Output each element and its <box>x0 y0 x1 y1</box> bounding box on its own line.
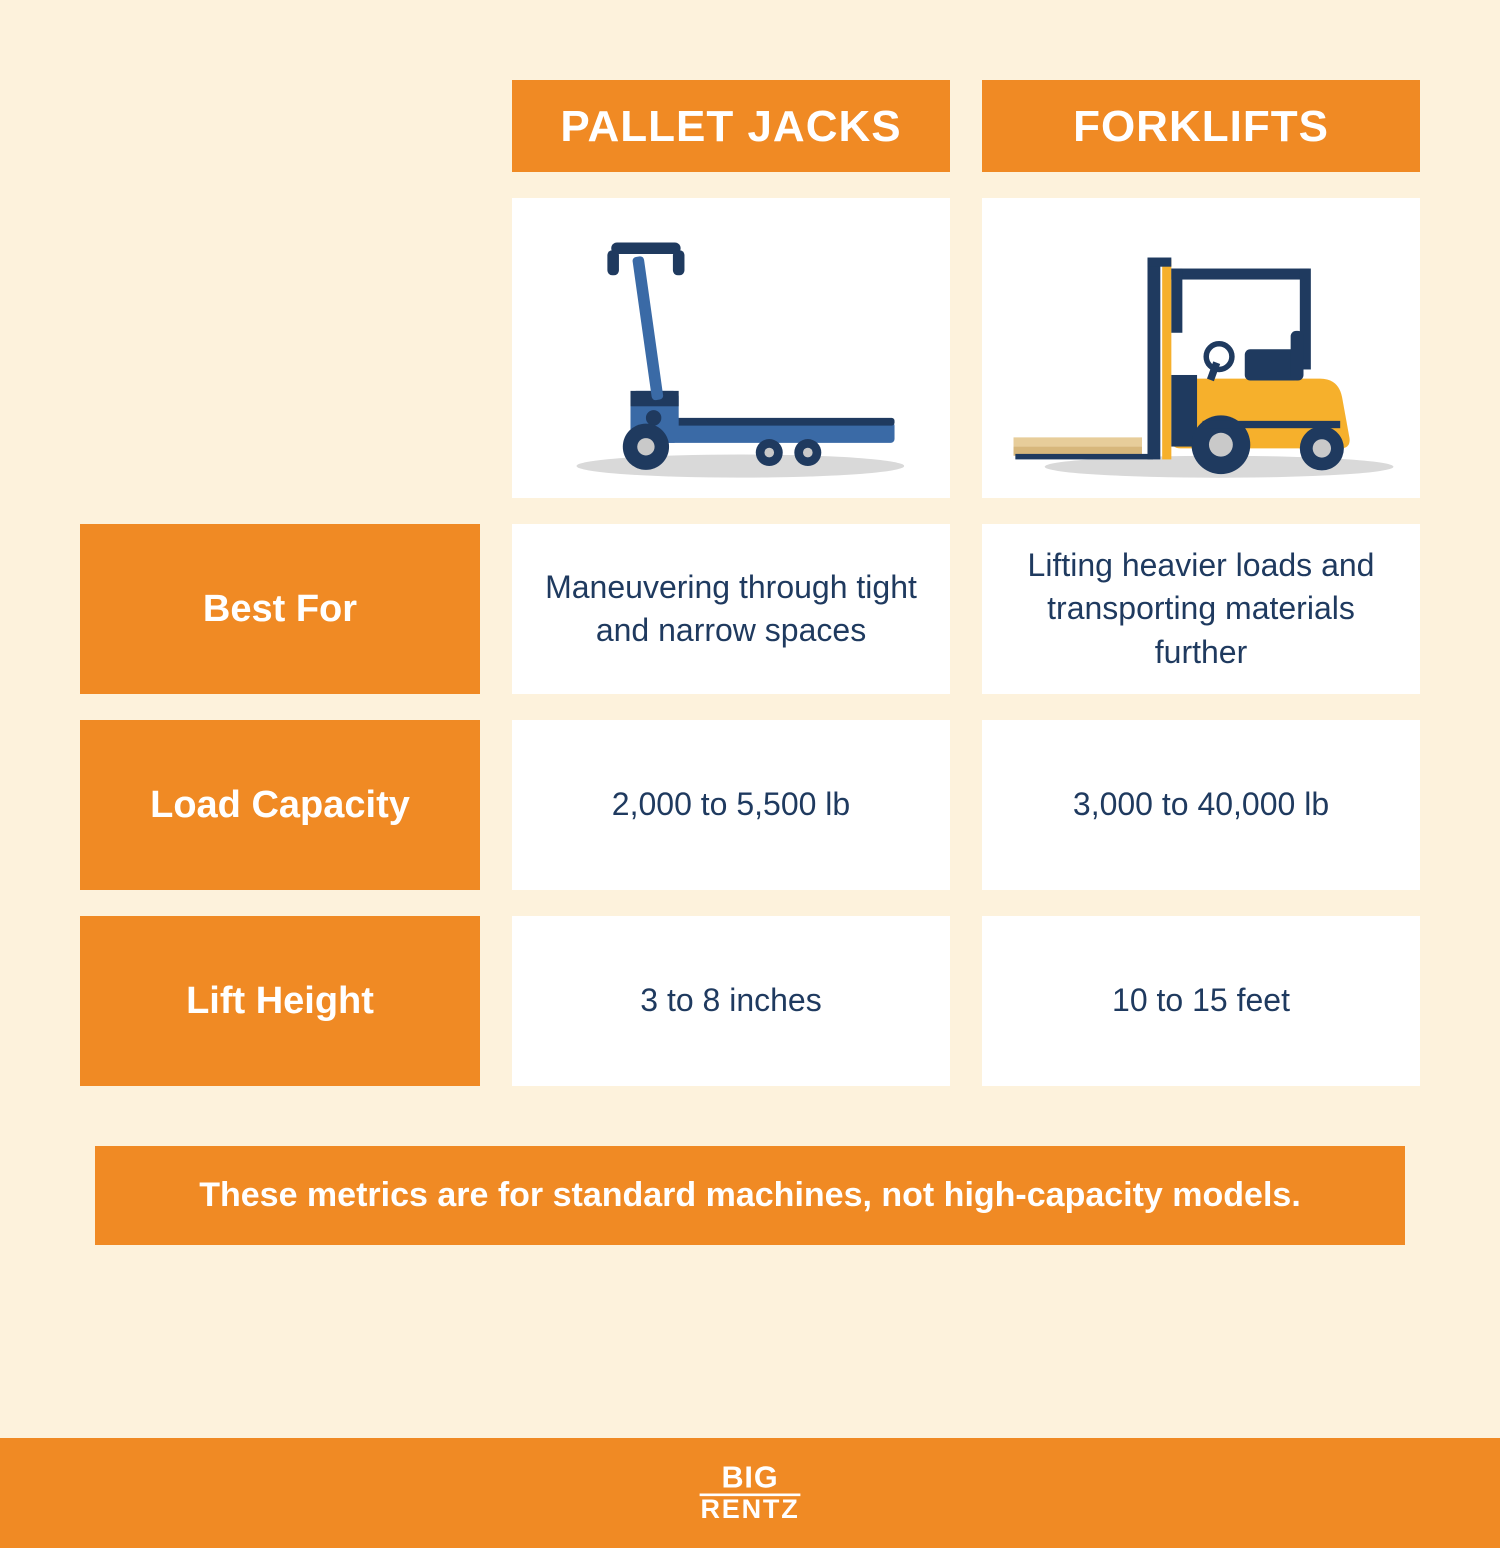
brand-logo: BIG RENTZ <box>660 1457 840 1529</box>
pallet-jack-icon <box>538 229 923 480</box>
cell-lift-height-b: 10 to 15 feet <box>982 916 1420 1086</box>
cell-load-capacity-a: 2,000 to 5,500 lb <box>512 720 950 890</box>
illus-spacer <box>80 198 480 498</box>
header-spacer <box>80 80 480 172</box>
comparison-infographic: PALLET JACKS FORKLIFTS <box>0 0 1500 1548</box>
forklift-icon <box>1008 241 1393 480</box>
brand-bar: BIG RENTZ <box>0 1438 1500 1548</box>
column-header-a: PALLET JACKS <box>512 80 950 172</box>
row-label-best-for: Best For <box>80 524 480 694</box>
cell-load-capacity-b: 3,000 to 40,000 lb <box>982 720 1420 890</box>
comparison-grid: PALLET JACKS FORKLIFTS <box>70 80 1430 1086</box>
cell-lift-height-a: 3 to 8 inches <box>512 916 950 1086</box>
footnote: These metrics are for standard machines,… <box>95 1146 1405 1245</box>
cell-best-for-a: Maneuvering through tight and narrow spa… <box>512 524 950 694</box>
row-label-lift-height: Lift Height <box>80 916 480 1086</box>
illustration-forklift <box>982 198 1420 498</box>
brand-line2: RENTZ <box>701 1494 800 1524</box>
brand-line1: BIG <box>721 1461 778 1495</box>
column-header-b: FORKLIFTS <box>982 80 1420 172</box>
cell-best-for-b: Lifting heavier loads and transporting m… <box>982 524 1420 694</box>
row-label-load-capacity: Load Capacity <box>80 720 480 890</box>
illustration-pallet-jack <box>512 198 950 498</box>
